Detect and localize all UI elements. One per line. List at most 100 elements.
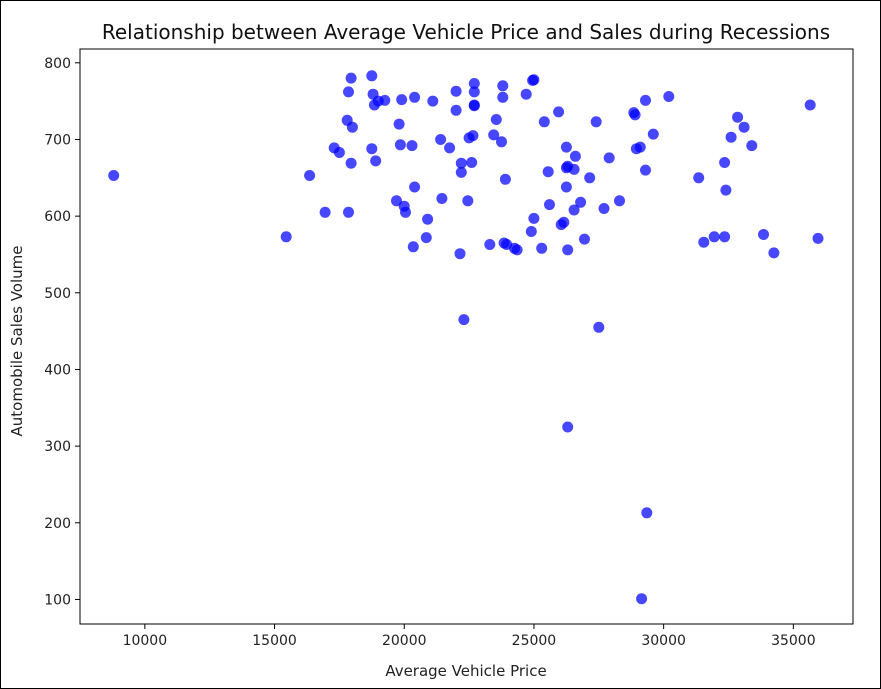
data-point [558, 216, 570, 228]
data-point [333, 147, 345, 158]
plot-area [80, 49, 853, 624]
x-tick-label: 30000 [641, 633, 686, 649]
data-point [468, 100, 480, 112]
y-axis-title: Automobile Sales Volume [8, 246, 26, 437]
data-point [560, 141, 572, 153]
data-point [647, 128, 659, 140]
data-point [544, 199, 555, 211]
data-point [538, 116, 550, 128]
data-point [108, 170, 120, 181]
data-point [406, 140, 418, 152]
data-point [280, 231, 292, 243]
data-points [108, 70, 824, 605]
data-point [525, 226, 537, 237]
data-point [436, 193, 448, 204]
data-point [732, 111, 744, 123]
x-tick-label: 25000 [512, 633, 557, 649]
x-tick-label: 15000 [252, 633, 297, 649]
x-tick-label: 20000 [382, 633, 427, 649]
data-point [568, 163, 580, 175]
data-point [450, 104, 462, 116]
y-tick-label: 700 [44, 132, 71, 148]
data-point [343, 206, 354, 218]
data-point [636, 593, 648, 605]
data-point [468, 78, 480, 89]
data-point [345, 157, 357, 169]
x-axis-title: Average Vehicle Price [385, 662, 546, 680]
data-point [488, 129, 500, 141]
data-point [693, 172, 705, 184]
data-point [366, 70, 378, 82]
data-point [569, 150, 581, 162]
data-point [484, 239, 496, 250]
data-point [520, 88, 532, 100]
data-point [804, 99, 816, 111]
data-point [720, 184, 732, 196]
data-point [454, 248, 466, 260]
data-point [319, 206, 331, 218]
data-point [427, 95, 439, 107]
data-point [409, 181, 421, 193]
data-point [725, 131, 737, 143]
data-point [458, 314, 470, 326]
data-point [394, 139, 406, 151]
plot-border [79, 48, 854, 625]
y-tick-label: 600 [44, 209, 71, 225]
data-point [640, 94, 651, 106]
y-tick-label: 300 [44, 439, 71, 455]
data-point [370, 155, 382, 167]
chart-title: Relationship between Average Vehicle Pri… [102, 20, 830, 44]
data-point [812, 232, 824, 244]
axes: 10000 15000 20000 25000 30000 35000 100 200 300 4… [44, 48, 854, 649]
data-point [497, 80, 509, 92]
data-point [409, 91, 421, 103]
data-point [304, 170, 316, 181]
data-point [499, 173, 511, 185]
y-tick-label: 200 [44, 516, 71, 532]
data-point [391, 195, 402, 207]
data-point [593, 321, 605, 333]
data-point [379, 94, 391, 106]
data-point [343, 86, 354, 98]
y-tick-label: 500 [44, 286, 71, 302]
data-point [575, 196, 587, 208]
data-point [641, 507, 653, 519]
y-tick-label: 100 [44, 592, 71, 608]
data-point [396, 94, 408, 106]
data-point [422, 213, 434, 225]
plot-background [80, 49, 853, 624]
data-point [455, 157, 467, 169]
data-point [467, 130, 479, 142]
data-point [603, 152, 615, 164]
data-point [758, 229, 769, 240]
data-point [553, 106, 565, 118]
data-point [542, 166, 554, 178]
data-point [345, 72, 357, 84]
data-point [614, 195, 625, 207]
data-point [455, 166, 467, 178]
data-point [746, 140, 758, 152]
data-point [420, 232, 432, 244]
data-point [579, 233, 590, 245]
x-tick-label: 10000 [123, 633, 168, 649]
data-point [562, 244, 574, 256]
data-point [366, 143, 378, 155]
x-tick-label: 35000 [771, 633, 816, 649]
data-point [450, 85, 462, 97]
data-point [466, 157, 478, 168]
data-point [719, 231, 731, 243]
data-point [435, 134, 447, 145]
data-point [528, 212, 540, 224]
data-point [568, 204, 580, 216]
data-point [462, 195, 474, 207]
data-point [346, 121, 358, 133]
y-tick-label: 400 [44, 362, 71, 378]
data-point [444, 142, 456, 154]
data-point [768, 247, 780, 259]
data-point [663, 91, 675, 102]
data-point [407, 241, 419, 253]
data-point [629, 109, 641, 121]
data-point [490, 114, 502, 125]
